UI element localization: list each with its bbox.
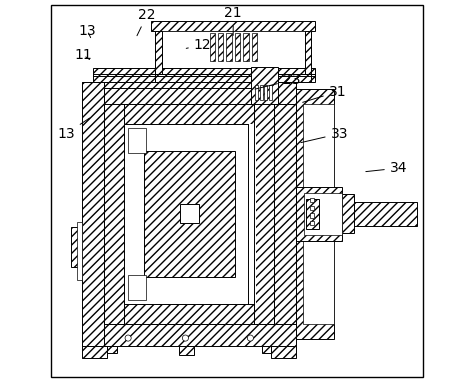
Circle shape [125,335,131,341]
Text: 33: 33 [301,127,348,142]
Bar [227,33,232,61]
Bar [296,89,335,339]
Bar [124,124,254,304]
Bar [272,346,296,358]
Text: 13: 13 [57,118,90,141]
Bar [77,222,82,280]
Text: 31: 31 [303,85,346,102]
Text: 34: 34 [366,161,407,175]
Bar [151,21,315,31]
Bar [296,187,342,241]
Bar [252,33,257,61]
Bar [82,82,104,346]
Bar [155,74,311,82]
Bar [269,85,272,100]
Bar [210,33,215,61]
Bar [104,104,274,124]
Text: 22: 22 [137,8,156,36]
Bar [218,33,223,61]
Bar [82,324,296,346]
Bar [303,104,335,324]
Bar [264,85,267,100]
Bar [104,88,274,104]
Bar [155,31,311,82]
Bar [82,82,296,104]
Bar [304,193,342,235]
Bar [274,104,296,324]
Bar [248,124,256,304]
Bar [310,206,314,210]
Bar [179,346,194,355]
Bar [310,213,314,218]
Bar [180,204,199,223]
Text: 11: 11 [74,49,92,62]
Bar [71,227,82,267]
Bar [306,199,319,229]
Bar [104,104,124,324]
Bar [155,31,162,82]
Bar [243,33,249,61]
Bar [251,67,278,104]
Bar [93,68,315,82]
Text: 12: 12 [186,38,211,52]
Bar [342,202,417,226]
Bar [107,346,117,353]
Bar [82,346,107,358]
Bar [104,304,274,324]
Text: 23: 23 [255,73,301,89]
Bar [262,346,272,353]
Bar [310,198,314,202]
Text: 13: 13 [79,24,96,37]
Text: 21: 21 [224,6,242,36]
Bar [260,85,263,100]
Circle shape [247,335,254,341]
Bar [128,275,146,300]
Bar [305,31,311,82]
Bar [330,194,354,233]
Bar [144,151,235,277]
Circle shape [182,335,189,341]
Bar [254,104,274,324]
Bar [255,85,258,100]
Bar [162,31,305,74]
Bar [310,221,314,225]
Bar [128,128,146,153]
Bar [235,33,240,61]
